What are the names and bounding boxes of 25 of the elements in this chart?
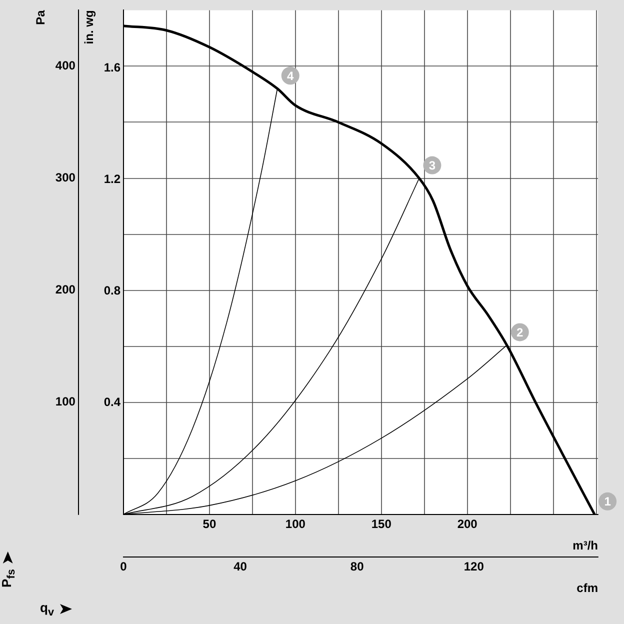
x-axis-title: m³/h	[572, 538, 598, 552]
y2-axis-title: in. wg	[82, 10, 96, 44]
x-tick-label: 100	[285, 516, 306, 531]
x2-tick-label: 80	[350, 560, 364, 574]
y2-tick-label: 0.4	[104, 395, 121, 410]
x2-tick-label: 120	[464, 560, 484, 574]
x2-axis-title: cfm	[576, 581, 598, 596]
annotation: 3	[428, 158, 436, 173]
y-tick-label: 400	[55, 58, 76, 73]
y-tick-label: 200	[55, 282, 76, 297]
y-tick-label: 300	[55, 170, 76, 185]
x-tick-label: 200	[457, 516, 478, 531]
y-tick-label: 100	[55, 394, 76, 409]
y2-tick-label: 1.6	[104, 60, 121, 74]
text: q$_{v}$	[40, 600, 54, 619]
y2-tick-label: 0.8	[104, 283, 121, 298]
x2-tick-label: 0	[120, 560, 128, 574]
y2-tick-label: 1.2	[104, 172, 121, 186]
x-tick-label: 150	[371, 516, 392, 531]
annotation: 2	[516, 326, 524, 340]
x-tick-label: 50	[202, 516, 216, 531]
annotation: 4	[287, 68, 294, 83]
y-axis-title: Pa	[34, 10, 48, 25]
annotation: 1	[604, 494, 612, 509]
x2-tick-label: 40	[234, 560, 248, 574]
